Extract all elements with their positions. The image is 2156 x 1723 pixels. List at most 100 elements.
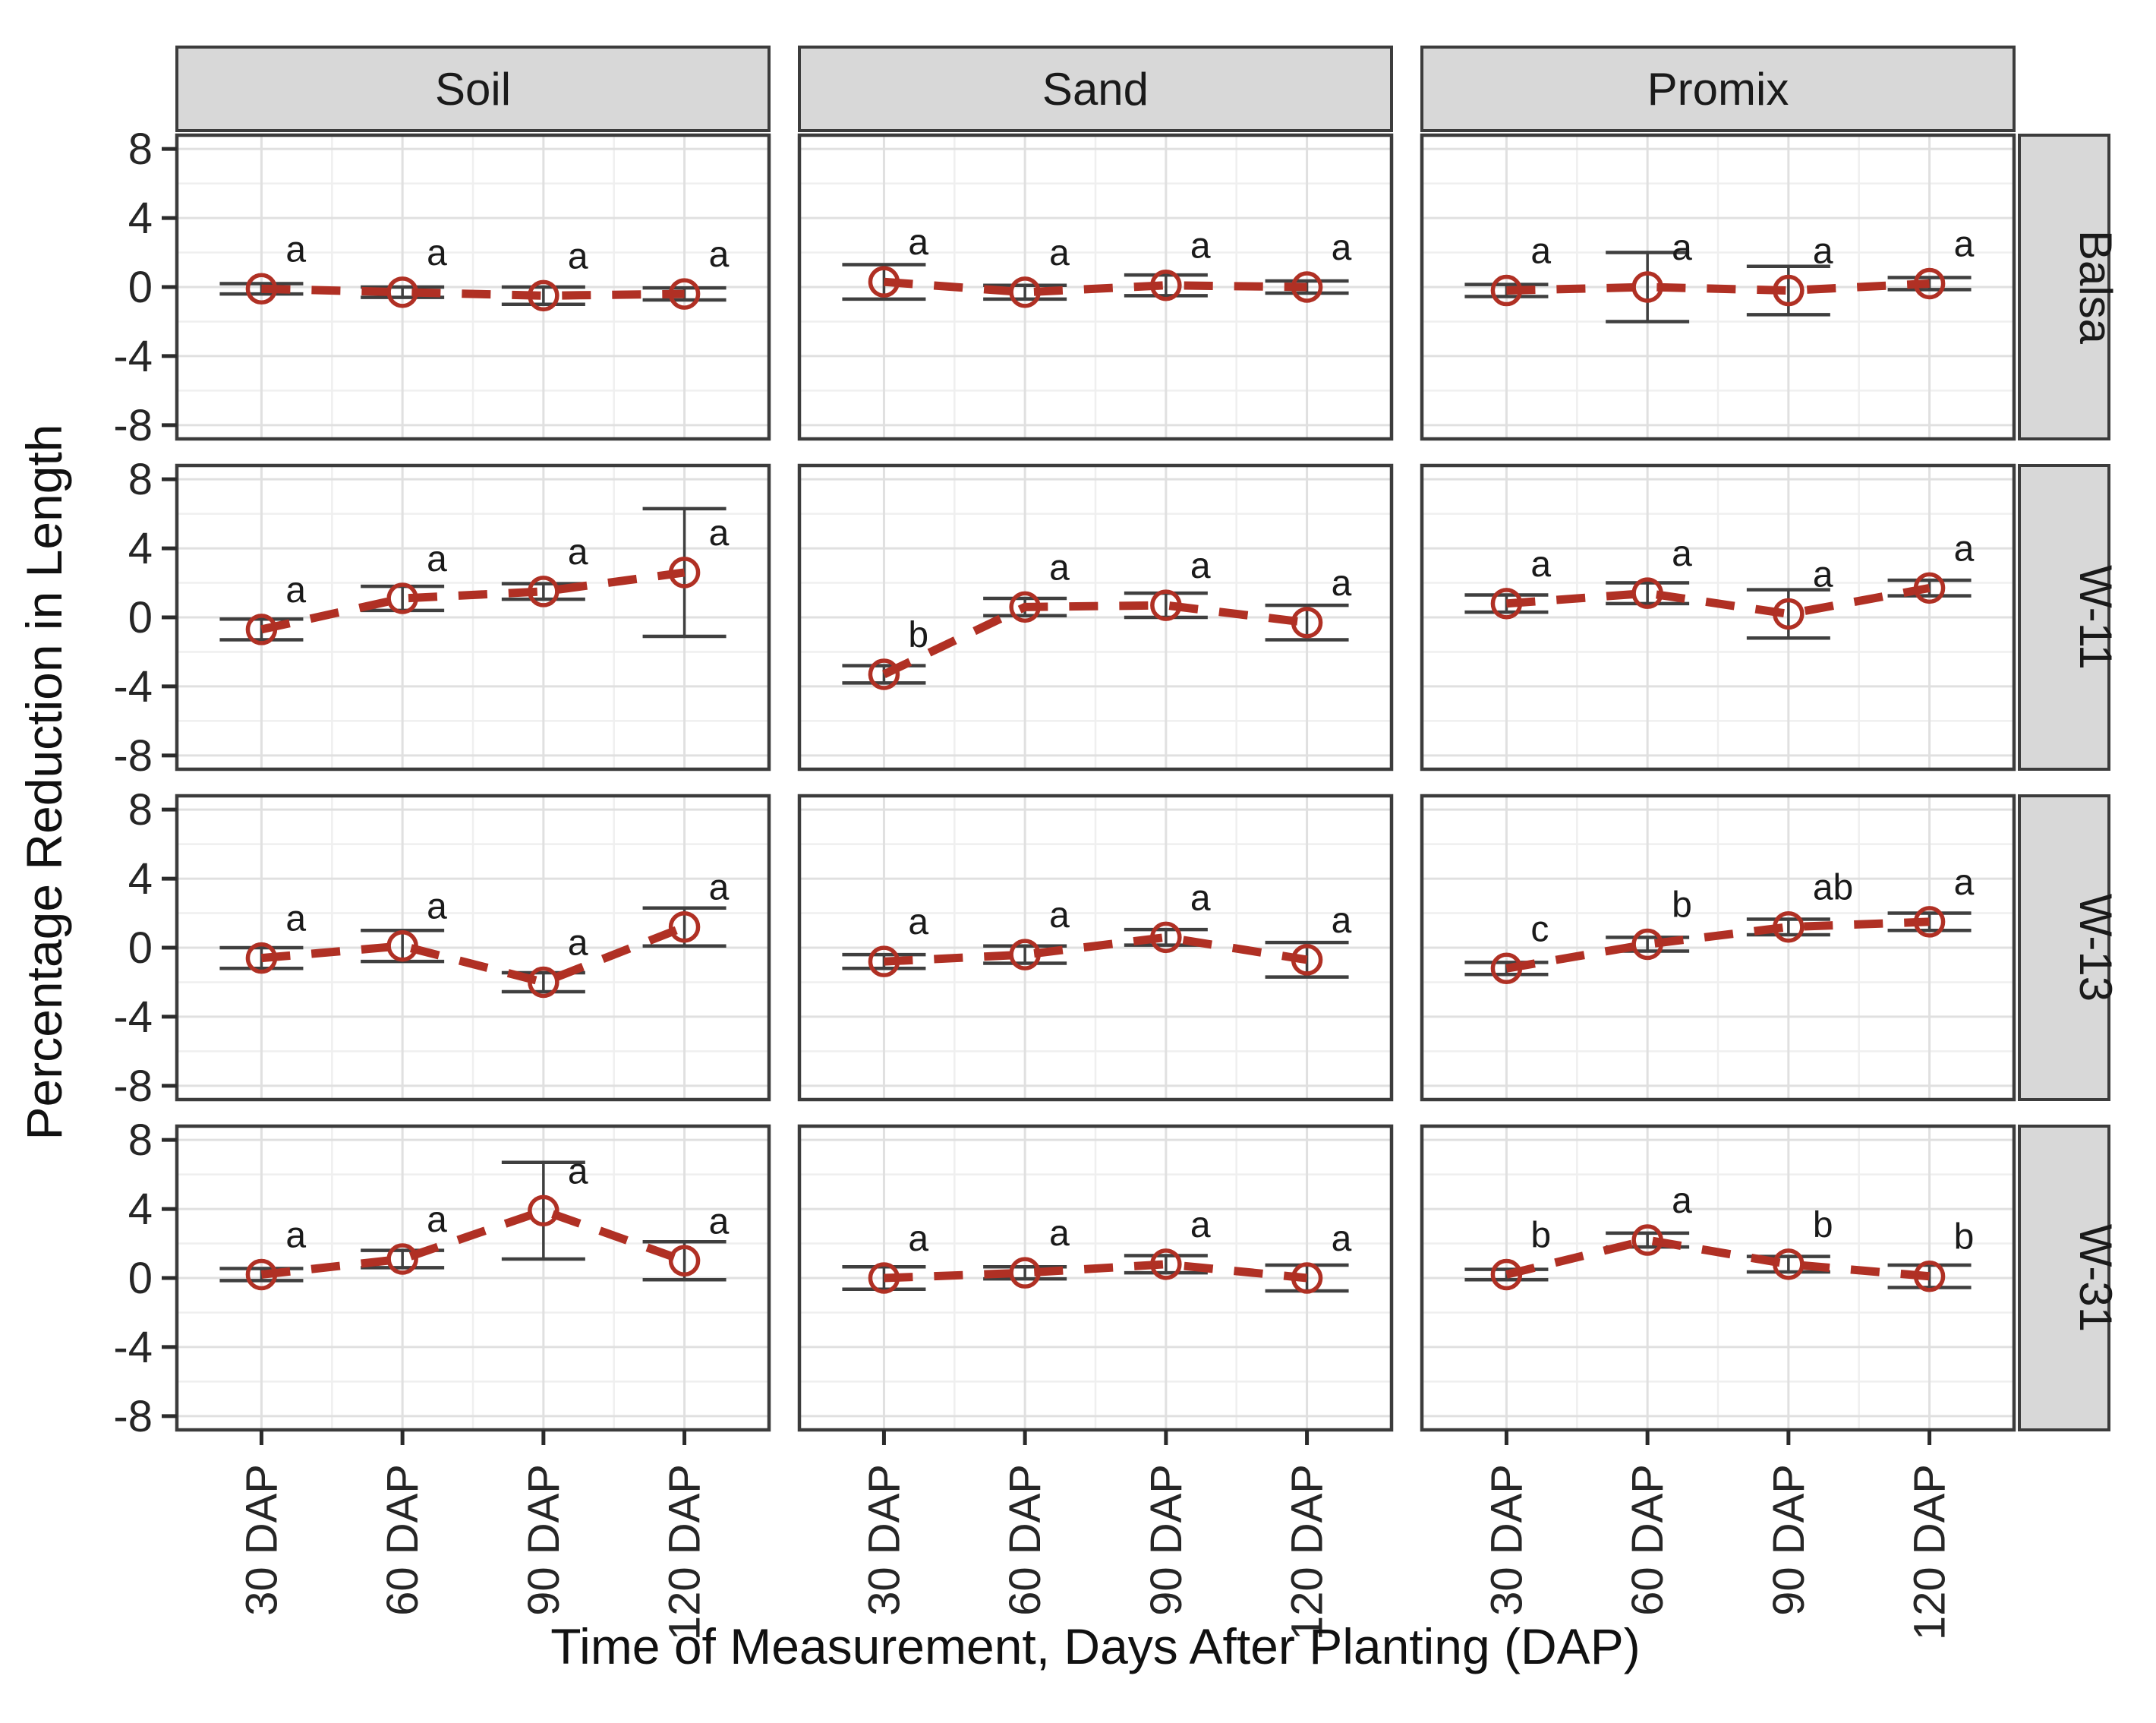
data-point — [1490, 588, 1523, 620]
y-tick-label: 4 — [128, 194, 153, 243]
sig-letter: a — [568, 236, 588, 276]
y-tick-label: -4 — [113, 332, 153, 381]
data-point — [528, 279, 559, 312]
x-tick-label: 30 DAP — [237, 1464, 286, 1616]
sig-letter: b — [1672, 885, 1692, 925]
facet-strip-label: Promix — [1647, 64, 1789, 115]
error-bar — [983, 944, 1067, 965]
error-bar — [1746, 264, 1830, 317]
error-bar — [983, 283, 1067, 301]
sig-letter: a — [709, 513, 730, 554]
sig-letter: a — [908, 222, 928, 263]
sig-letter: a — [427, 233, 447, 273]
y-tick-label: 0 — [128, 263, 153, 312]
data-point — [1291, 607, 1323, 639]
panel-w-31-soil: a a a a — [175, 1124, 771, 1432]
data-point — [1009, 276, 1041, 308]
y-tick-label: -4 — [113, 992, 153, 1042]
sig-letter: a — [908, 1219, 928, 1259]
sig-letter: b — [908, 615, 928, 655]
panel-w-31-promix: bab b — [1420, 1124, 2016, 1432]
facet-strip-label: W-13 — [2070, 894, 2121, 1002]
error-bar — [1265, 603, 1349, 642]
facet-strip-label: W-31 — [2070, 1224, 2121, 1332]
sig-letter: a — [427, 887, 447, 927]
x-tick-label: 120 DAP — [660, 1464, 710, 1640]
sig-letter: b — [1813, 1205, 1833, 1245]
x-tick-label: 60 DAP — [1623, 1464, 1672, 1616]
sig-letter: a — [568, 1151, 588, 1191]
panel-border — [1420, 1124, 2016, 1432]
facet-strip-promix: Promix — [1420, 46, 2016, 132]
panel-w-13-promix: c b ab a — [1420, 794, 2016, 1102]
data-point — [386, 1243, 418, 1275]
facet-strip-label: Sand — [1042, 64, 1149, 115]
data-point — [668, 557, 701, 589]
panel-w-11-promix: a aaa — [1420, 463, 2016, 772]
sig-letter: a — [1672, 1181, 1692, 1221]
sig-letter: a — [1530, 232, 1551, 272]
data-point — [668, 910, 701, 943]
facet-strip-w-13: W-13 — [2018, 794, 2121, 1101]
data-point — [245, 614, 278, 645]
x-tick-label: 90 DAP — [1764, 1464, 1814, 1616]
x-tick-label: 120 DAP — [1283, 1464, 1332, 1640]
facet-strip-sand: Sand — [798, 46, 1393, 132]
data-point — [1150, 1248, 1182, 1280]
error-bar — [1124, 273, 1208, 298]
sig-letter: a — [568, 923, 588, 963]
x-tick-label: 120 DAP — [1905, 1464, 1955, 1640]
sig-letter: a — [1190, 1205, 1211, 1245]
panel-border — [1420, 463, 2016, 772]
data-point — [1773, 274, 1805, 307]
y-tick-label: -8 — [113, 401, 153, 450]
data-point — [1150, 589, 1182, 621]
error-bar — [1606, 251, 1690, 323]
panel-border — [797, 463, 1394, 772]
error-bar — [983, 1264, 1067, 1281]
y-tick-label: -4 — [113, 1323, 153, 1372]
facet-strip-w-31: W-31 — [2018, 1125, 2121, 1431]
x-tick-label: 60 DAP — [378, 1464, 427, 1616]
sig-letter: a — [285, 229, 306, 270]
data-point — [1773, 910, 1805, 943]
sig-letter: a — [1190, 226, 1211, 267]
sig-letter: a — [1530, 544, 1551, 585]
sig-letter: b — [1954, 1217, 1975, 1258]
panel-border — [797, 1124, 1394, 1432]
panel-border — [797, 794, 1394, 1102]
sig-letter: a — [1813, 554, 1833, 595]
data-point — [868, 658, 900, 690]
sig-letter: a — [908, 902, 928, 942]
data-point — [1009, 939, 1041, 970]
error-bar — [361, 285, 445, 299]
series-line — [884, 1260, 1308, 1283]
sig-letter: a — [1190, 546, 1211, 586]
error-bar — [1124, 1254, 1208, 1275]
error-bar — [1746, 588, 1830, 640]
sig-letter: a — [1332, 901, 1352, 941]
data-point — [1631, 577, 1663, 609]
data-point — [528, 966, 559, 999]
data-point — [1631, 271, 1663, 303]
facet-strip-label: W-11 — [2070, 565, 2121, 670]
y-tick-label: 8 — [128, 785, 153, 835]
data-point — [1913, 267, 1946, 300]
data-point — [528, 1194, 559, 1227]
series-line — [1505, 917, 1930, 973]
sig-letter: a — [1049, 1213, 1070, 1254]
y-tick-label: 8 — [128, 125, 153, 174]
panel-w-11-sand: b a a a — [797, 463, 1394, 772]
sig-letter: a — [1954, 224, 1975, 264]
sig-letter: a — [709, 868, 730, 908]
facet-strip-label: Soil — [435, 64, 511, 115]
data-point — [245, 942, 278, 974]
data-point — [1150, 269, 1182, 301]
x-tick-label: 30 DAP — [1482, 1464, 1531, 1616]
sig-letter: a — [709, 235, 730, 275]
data-point — [1291, 944, 1323, 976]
data-point — [1291, 1262, 1323, 1294]
data-point — [1913, 572, 1946, 604]
